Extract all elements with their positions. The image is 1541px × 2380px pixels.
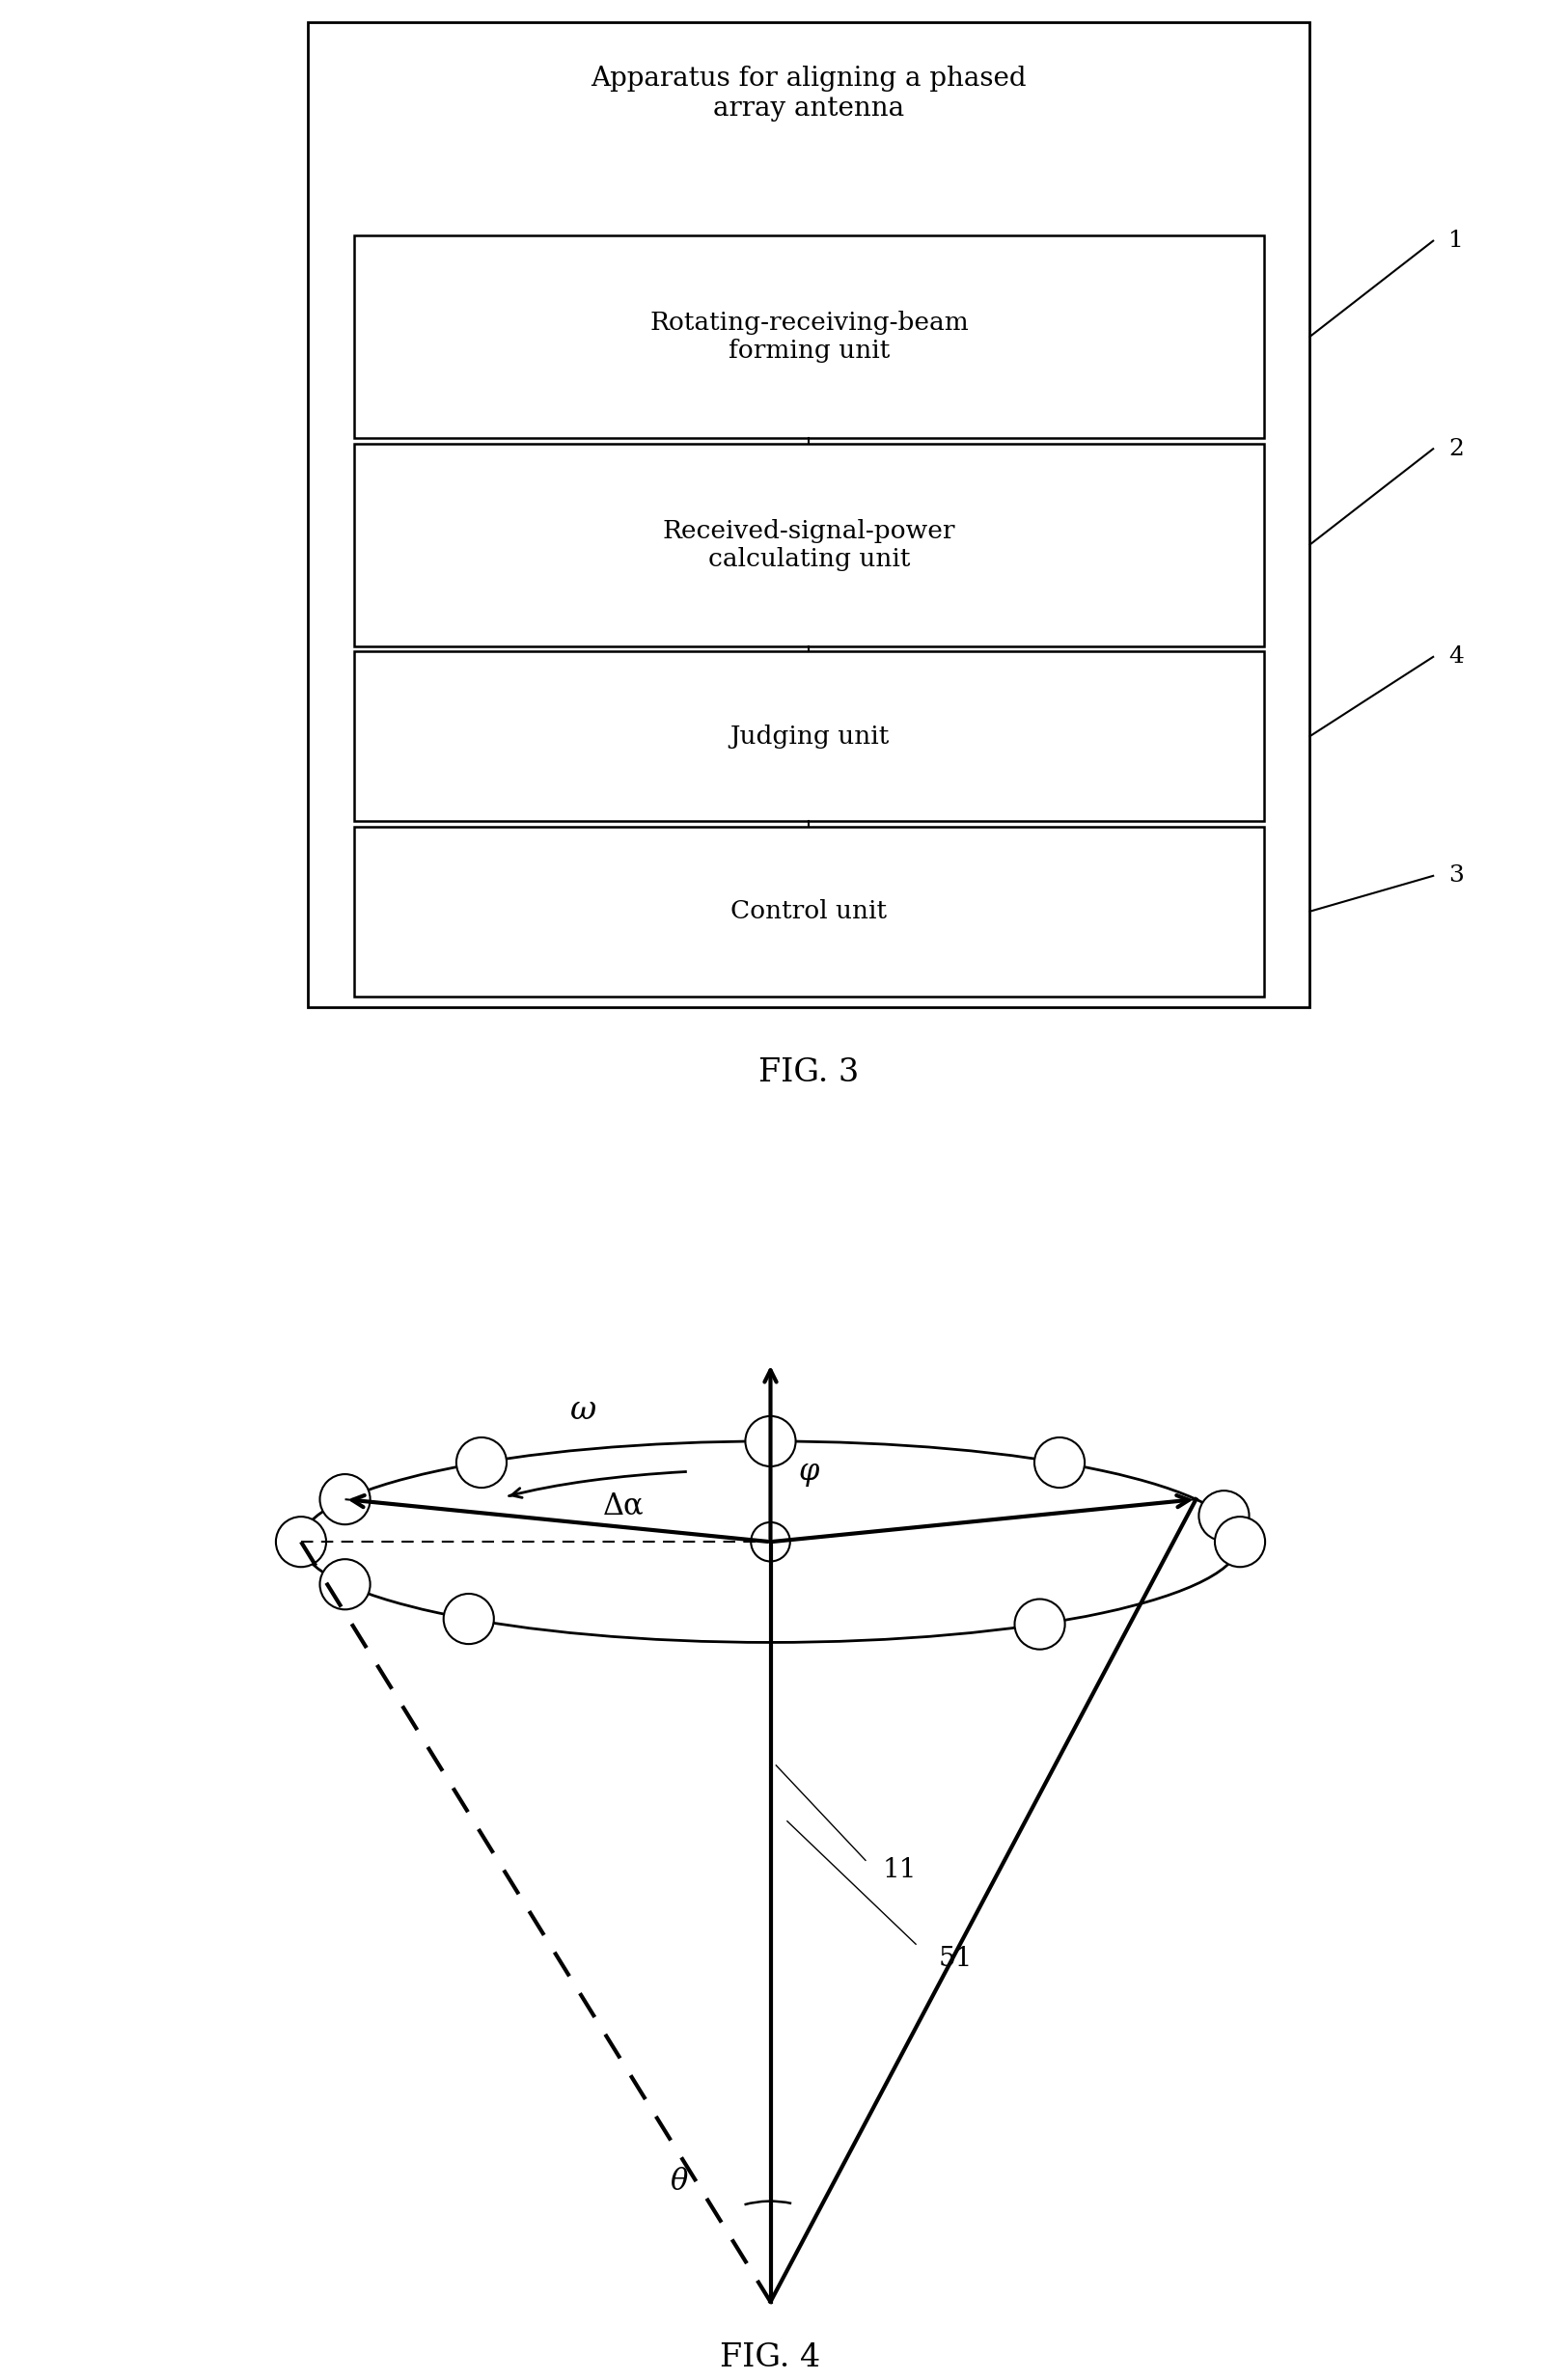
Ellipse shape [444,1595,493,1645]
Ellipse shape [746,1416,795,1466]
Ellipse shape [750,1523,791,1561]
Bar [354,652,1264,821]
Text: FIG. 4: FIG. 4 [720,2342,821,2373]
Text: 3: 3 [1449,864,1464,888]
Text: Received-signal-power
calculating unit: Received-signal-power calculating unit [663,519,955,571]
Ellipse shape [321,1473,370,1526]
Ellipse shape [1199,1490,1250,1540]
Ellipse shape [456,1438,507,1488]
Ellipse shape [1214,1516,1265,1566]
Text: 51: 51 [938,1947,972,1973]
Ellipse shape [276,1516,327,1566]
Bar [354,443,1264,645]
Text: Control unit: Control unit [730,900,888,923]
Text: Apparatus for aligning a phased
array antenna: Apparatus for aligning a phased array an… [592,67,1026,121]
Bar [354,826,1264,997]
Ellipse shape [321,1559,370,1609]
Bar [308,21,1310,1007]
Text: Rotating-receiving-beam
forming unit: Rotating-receiving-beam forming unit [649,312,969,362]
Ellipse shape [1014,1599,1065,1649]
Text: ω: ω [569,1395,595,1426]
Ellipse shape [1034,1438,1085,1488]
Text: FIG. 3: FIG. 3 [758,1057,860,1088]
Text: φ: φ [798,1457,820,1488]
Text: 2: 2 [1449,438,1464,459]
Bar [354,236,1264,438]
Text: 1: 1 [1449,231,1464,252]
Text: θ: θ [670,2166,687,2197]
Text: Δα: Δα [603,1490,644,1521]
Text: Judging unit: Judging unit [729,724,889,747]
Text: 4: 4 [1449,645,1464,669]
Text: 11: 11 [883,1856,917,1883]
